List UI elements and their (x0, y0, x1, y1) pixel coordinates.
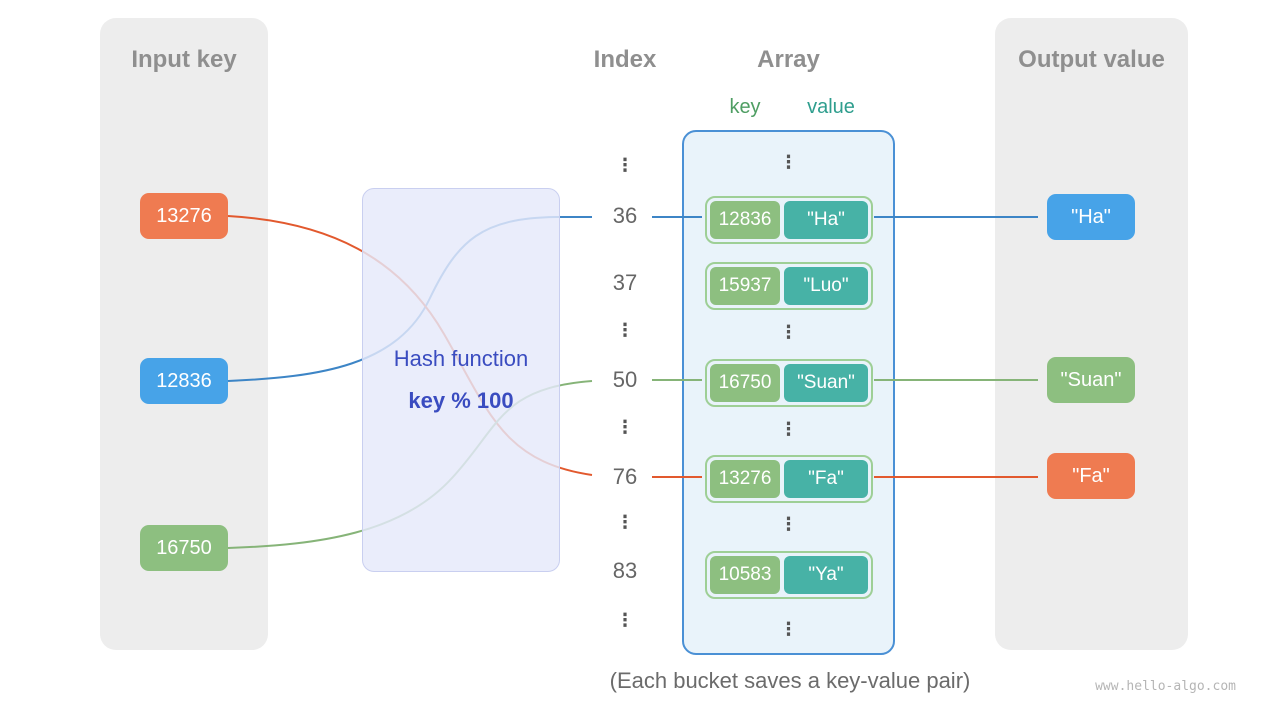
array-panel: ⋮ 12836 "Ha" 15937 "Luo" ⋮ 16750 "Suan" … (682, 130, 895, 655)
array-ellipsis: ⋮ (779, 419, 798, 439)
bucket-key: 10583 (710, 556, 780, 594)
bucket-key: 16750 (710, 364, 780, 402)
array-ellipsis: ⋮ (779, 322, 798, 342)
index-column-title: Index (593, 46, 657, 73)
output-value-suan: "Suan" (1047, 357, 1135, 403)
diagram-caption: (Each bucket saves a key-value pair) (609, 668, 971, 693)
bucket-value: "Suan" (784, 364, 868, 402)
index-column: Index ⋮ 36 37 ⋮ 50 ⋮ 76 ⋮ 83 ⋮ (580, 0, 670, 720)
hash-function-title: Hash function (393, 346, 529, 371)
bucket-value: "Ha" (784, 201, 868, 239)
bucket-value: "Ya" (784, 556, 868, 594)
hash-function-box: Hash function key % 100 (362, 188, 560, 572)
array-key-label: key (729, 96, 761, 118)
index-ellipsis: ⋮ (616, 320, 634, 340)
bucket-value: "Luo" (784, 267, 868, 305)
output-value-panel: Output value "Ha" "Suan" "Fa" (995, 18, 1188, 650)
bucket-key: 15937 (710, 267, 780, 305)
input-key-16750: 16750 (140, 525, 228, 571)
index-ellipsis: ⋮ (616, 417, 634, 437)
bucket-10583-ya: 10583 "Ya" (705, 551, 873, 599)
input-key-panel: Input key 13276 12836 16750 (100, 18, 268, 650)
input-key-13276: 13276 (140, 193, 228, 239)
bucket-value: "Fa" (784, 460, 868, 498)
output-panel-title: Output value (1018, 46, 1165, 73)
array-ellipsis: ⋮ (779, 514, 798, 534)
hash-function-formula: key % 100 (408, 388, 514, 413)
output-value-fa: "Fa" (1047, 453, 1135, 499)
array-ellipsis: ⋮ (779, 152, 798, 172)
input-key-12836: 12836 (140, 358, 228, 404)
index-76: 76 (612, 464, 638, 489)
bucket-15937-luo: 15937 "Luo" (705, 262, 873, 310)
input-panel-title: Input key (131, 46, 237, 73)
index-ellipsis: ⋮ (616, 155, 634, 175)
index-37: 37 (612, 270, 638, 295)
watermark: www.hello-algo.com (1095, 679, 1236, 694)
array-title: Array (757, 46, 820, 73)
bucket-key: 13276 (710, 460, 780, 498)
bucket-16750-suan: 16750 "Suan" (705, 359, 873, 407)
bucket-12836-ha: 12836 "Ha" (705, 196, 873, 244)
bucket-13276-fa: 13276 "Fa" (705, 455, 873, 503)
index-ellipsis: ⋮ (616, 512, 634, 532)
index-ellipsis: ⋮ (616, 610, 634, 630)
bucket-key: 12836 (710, 201, 780, 239)
index-83: 83 (612, 558, 638, 583)
array-value-label: value (807, 96, 855, 118)
array-ellipsis: ⋮ (779, 619, 798, 639)
output-value-ha: "Ha" (1047, 194, 1135, 240)
index-36: 36 (612, 203, 638, 228)
index-50: 50 (612, 367, 638, 392)
